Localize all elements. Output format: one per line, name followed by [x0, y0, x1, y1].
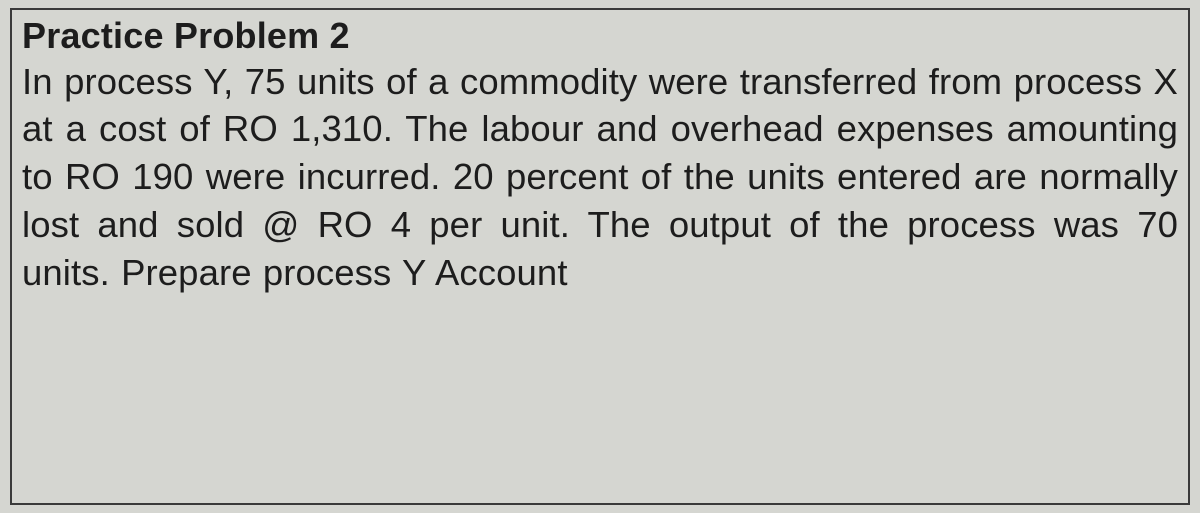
problem-heading: Practice Problem 2 [22, 16, 1178, 56]
problem-body: In process Y, 75 units of a commodity we… [22, 58, 1178, 297]
problem-box: Practice Problem 2 In process Y, 75 unit… [10, 8, 1190, 505]
